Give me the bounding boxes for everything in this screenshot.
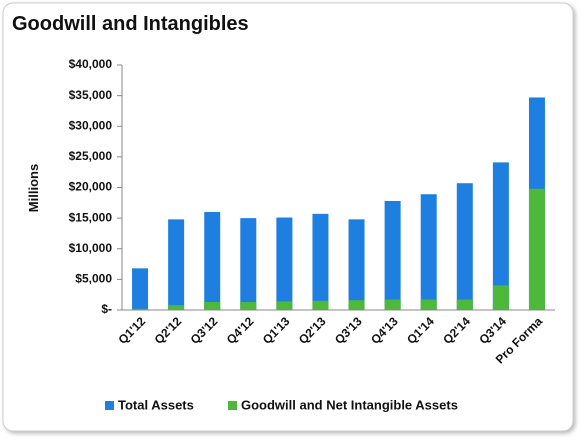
y-tick-label: $15,000 <box>69 210 113 224</box>
bar <box>276 301 293 310</box>
y-tick-label: $35,000 <box>69 88 113 102</box>
y-tick-label: $40,000 <box>69 57 113 71</box>
bar <box>132 268 149 310</box>
bar <box>240 218 257 310</box>
bar <box>312 300 329 310</box>
legend-label: Total Assets <box>118 397 194 412</box>
legend-swatch <box>105 401 114 410</box>
y-tick-label: $- <box>101 302 112 316</box>
legend-label: Goodwill and Net Intangible Assets <box>241 397 458 412</box>
bar <box>204 302 221 310</box>
bar <box>456 183 473 310</box>
y-axis-label: Millions <box>26 164 41 212</box>
y-tick-label: $25,000 <box>69 149 113 163</box>
bar <box>312 213 329 310</box>
chart-title: Goodwill and Intangibles <box>12 13 249 35</box>
bar <box>384 299 401 310</box>
bar <box>168 305 185 310</box>
bar <box>384 200 401 310</box>
legend-swatch <box>228 401 237 410</box>
bar <box>528 188 545 310</box>
bar <box>420 299 437 310</box>
bar <box>420 194 437 310</box>
bar <box>168 219 185 310</box>
bar <box>348 300 365 310</box>
y-tick-label: $5,000 <box>75 272 112 286</box>
bar <box>492 162 509 310</box>
bar <box>132 308 149 310</box>
frame <box>2 2 574 432</box>
y-tick-label: $30,000 <box>69 118 113 132</box>
y-tick-label: $10,000 <box>69 241 113 255</box>
bar <box>456 299 473 310</box>
bar <box>276 217 293 310</box>
bar <box>240 302 257 310</box>
bar <box>492 285 509 310</box>
bar <box>348 219 365 310</box>
y-tick-label: $20,000 <box>69 180 113 194</box>
bar <box>204 212 221 310</box>
